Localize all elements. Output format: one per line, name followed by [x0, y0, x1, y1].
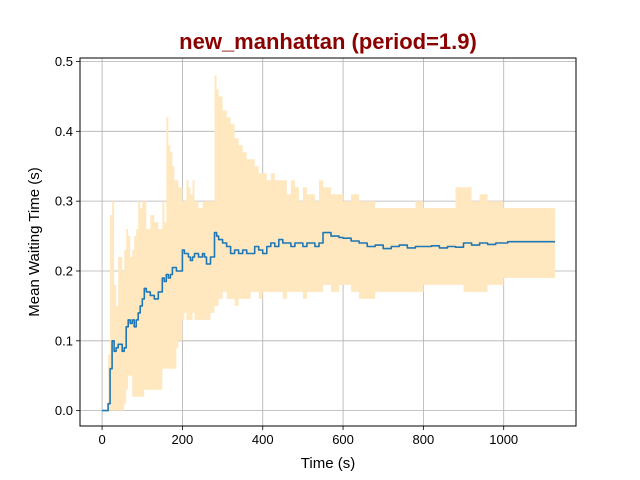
y-tick-label: 0.4 [55, 124, 73, 139]
x-axis-label: Time (s) [301, 455, 355, 472]
x-tick-label: 400 [252, 432, 274, 447]
x-tick-label: 800 [413, 432, 435, 447]
confidence-band [102, 75, 556, 411]
x-tick-label: 600 [332, 432, 354, 447]
series-line-layer [102, 231, 556, 412]
y-tick-label: 0.1 [55, 333, 73, 348]
y-tick-label: 0.0 [55, 403, 73, 418]
y-tick-label: 0.3 [55, 194, 73, 209]
plot-frame [79, 57, 577, 427]
y-tick-label: 0.2 [55, 263, 73, 278]
ticks: 0 200 400 600 800 1000 0.0 0.1 0.2 0.3 0.4 0.5 [55, 54, 518, 447]
chart-title: new_manhattan (period=1.9) [179, 29, 477, 54]
x-tick-label: 0 [98, 432, 105, 447]
mean-waiting-time-line [102, 231, 556, 412]
confidence-band-layer [102, 75, 556, 411]
y-tick-label: 0.5 [55, 54, 73, 69]
x-tick-label: 200 [172, 432, 194, 447]
x-tick-label: 1000 [489, 432, 518, 447]
y-axis-label: Mean Waiting Time (s) [26, 167, 43, 316]
